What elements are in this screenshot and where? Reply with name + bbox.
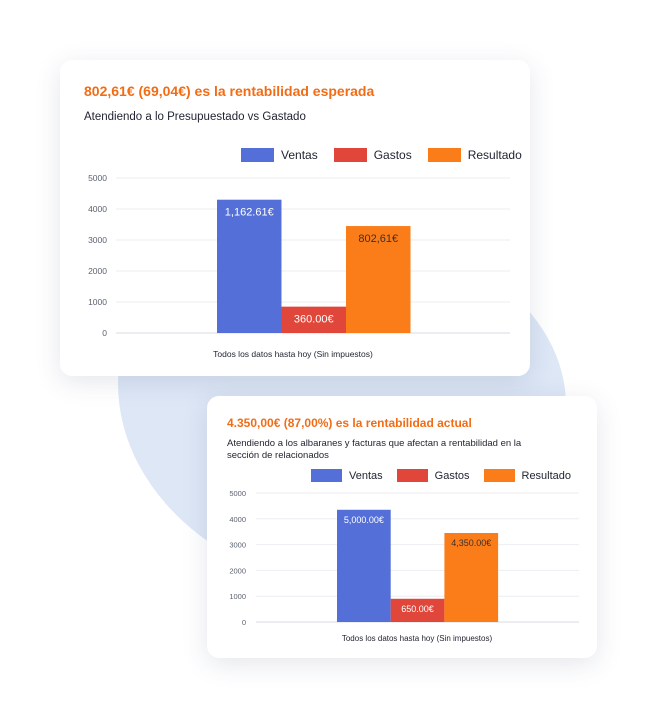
actual-profit-bar-chart: 0 1000 2000 3000 4000 5000 5,000.00€ 650.00€ 4,3… [229, 489, 579, 643]
bar-gastos [281, 306, 346, 333]
bar-gastos [390, 598, 445, 622]
chart-legend: Ventas Gastos Resultado [311, 469, 585, 482]
expected-profit-card: 802,61€ (69,04€) es la rentabilidad espe… [60, 60, 530, 376]
y-tick-label: 2000 [88, 266, 107, 276]
x-axis-label: Todos los datos hasta hoy (Sin impuestos… [213, 349, 373, 359]
legend-item-ventas[interactable]: Ventas [241, 148, 318, 162]
legend-swatch [396, 469, 428, 482]
expected-profit-bar-chart: 0 1000 2000 3000 4000 5000 1,162.61€ 360.00€ 802… [88, 173, 510, 359]
legend-label: Gastos [373, 148, 412, 162]
y-tick-label: 1000 [88, 297, 107, 307]
y-tick-label: 4000 [88, 204, 107, 214]
legend-item-gastos[interactable]: Gastos [333, 148, 412, 162]
legend-label: Resultado [467, 148, 522, 162]
y-tick-label: 1000 [229, 592, 246, 601]
legend-swatch [333, 148, 367, 162]
card-subtitle: Atendiendo a los albaranes y facturas qu… [227, 438, 522, 461]
y-tick-label: 5000 [229, 489, 246, 498]
bar-ventas [217, 199, 282, 333]
y-tick-label: 0 [242, 618, 246, 627]
legend-item-gastos[interactable]: Gastos [396, 469, 470, 482]
card-subtitle: Atendiendo a lo Presupuestado vs Gastado [84, 111, 306, 123]
y-tick-label: 0 [102, 328, 107, 338]
bar-data-label: 5,000.00€ [344, 515, 384, 525]
bar-resultado [444, 532, 499, 622]
x-axis-label: Todos los datos hasta hoy (Sin impuestos… [342, 634, 493, 643]
y-tick-label: 3000 [88, 235, 107, 245]
y-tick-label: 5000 [88, 173, 107, 183]
bar-data-label: 802,61€ [358, 233, 398, 245]
bar-data-label: 4,350.00€ [451, 538, 491, 548]
bar-data-label: 1,162.61€ [225, 207, 274, 219]
bar-resultado [346, 226, 411, 333]
legend-swatch [483, 469, 515, 482]
legend-item-resultado[interactable]: Resultado [483, 469, 572, 482]
y-tick-label: 2000 [229, 566, 246, 575]
bar-data-label: 360.00€ [294, 314, 334, 326]
legend-label: Ventas [281, 148, 318, 162]
legend-label: Ventas [349, 469, 383, 482]
chart-legend: Ventas Gastos Resultado [241, 148, 538, 162]
bar-data-label: 650.00€ [401, 604, 434, 614]
legend-label: Resultado [521, 469, 572, 482]
legend-item-resultado[interactable]: Resultado [427, 148, 522, 162]
y-tick-label: 4000 [229, 515, 246, 524]
legend-item-ventas[interactable]: Ventas [311, 469, 383, 482]
card-title: 4.350,00€ (87,00%) es la rentabilidad ac… [227, 416, 472, 430]
bar-ventas [337, 509, 391, 622]
y-tick-label: 3000 [229, 541, 246, 550]
actual-profit-card: 4.350,00€ (87,00%) es la rentabilidad ac… [207, 396, 597, 658]
card-title: 802,61€ (69,04€) es la rentabilidad espe… [84, 83, 375, 99]
legend-swatch [241, 148, 274, 162]
legend-swatch [311, 469, 342, 482]
legend-swatch [427, 148, 461, 162]
legend-label: Gastos [434, 469, 470, 482]
